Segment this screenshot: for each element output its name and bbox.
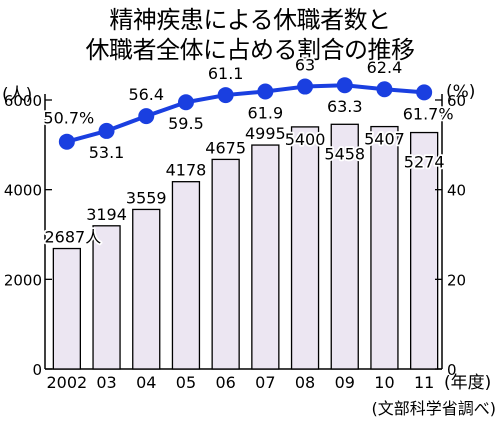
line-label-10: 62.4: [367, 58, 403, 77]
right-tick-label: 60: [447, 92, 466, 110]
bar-label-03: 3194: [86, 205, 127, 224]
line-path: [66, 83, 425, 144]
left-tick-label: 6000: [4, 92, 42, 110]
x-tick-label-2002: 2002: [46, 373, 87, 392]
right-tick-label: 0: [447, 361, 457, 379]
bar-09: [330, 123, 359, 370]
bar-05: [171, 181, 201, 370]
bar-label-05: 4178: [166, 161, 207, 180]
x-axis-unit-label: (年度): [444, 373, 491, 393]
x-tick-label-06: 06: [215, 373, 235, 392]
line-point-05: [177, 94, 194, 111]
line-point-08: [297, 78, 314, 95]
line-point-03: [98, 122, 115, 139]
right-tick-label: 20: [447, 271, 466, 289]
x-tick-label-08: 08: [295, 373, 315, 392]
bar-2002: [52, 247, 81, 370]
line-label-06: 61.1: [208, 64, 244, 83]
x-tick-label-03: 03: [96, 373, 116, 392]
x-tick-label-04: 04: [136, 373, 156, 392]
line-point-10: [376, 81, 393, 98]
left-tick-label: 0: [32, 361, 42, 379]
line-label-2002: 50.7%: [43, 109, 94, 128]
bar-03: [92, 225, 121, 370]
bar-07: [251, 144, 280, 370]
line-point-09: [336, 77, 353, 94]
line-label-07: 61.9: [248, 103, 284, 122]
line-label-04: 56.4: [128, 85, 164, 104]
x-tick-label-05: 05: [176, 373, 196, 392]
chart-title-line-1: 精神疾患による休職者数と: [109, 6, 391, 34]
data-labels: 50.7% 53.1 56.459.5 61.1 61.9 63 63.3 62.4 61.7%…: [42, 54, 456, 248]
bar-label-08: 5400: [285, 130, 326, 149]
bar-10: [370, 125, 399, 370]
bar-label-06: 4675: [205, 138, 246, 157]
right-tick-label: 40: [447, 182, 466, 200]
bar-08: [290, 126, 320, 370]
source-note: (文部科学省調べ): [372, 399, 497, 418]
line-point-2002: [58, 133, 75, 150]
x-tick-label-11: 11: [414, 373, 434, 392]
x-tick-label-07: 07: [255, 373, 275, 392]
bar-04: [132, 208, 161, 370]
left-axis-unit-label: (人): [2, 85, 32, 105]
bar-series: [52, 123, 439, 370]
line-label-11: 61.7%: [403, 104, 454, 123]
bar-label-04: 3559: [126, 188, 167, 207]
line-series: [58, 77, 433, 150]
line-label-08: 63: [295, 56, 315, 75]
line-point-04: [138, 108, 155, 125]
bar-06: [211, 158, 240, 370]
bar-label-11: 5274: [404, 153, 445, 172]
line-label-03: 53.1: [89, 143, 125, 162]
bar-11: [409, 131, 439, 370]
chart-title-line-2: 休職者全体に占める割合の推移: [85, 36, 416, 64]
bar-label-07: 4995: [245, 124, 286, 143]
bar-label-10: 5407: [364, 130, 405, 149]
x-tick-label-09: 09: [335, 373, 355, 392]
line-point-11: [416, 84, 433, 101]
line-label-05: 59.5: [168, 114, 204, 133]
axes: 0 2000 4000 6000 0 20 40 60 (人) (%) 2002 03 04 05 06 07…: [2, 82, 496, 418]
bar-label-2002: 2687人: [44, 228, 101, 247]
right-axis-unit-label: (%): [446, 82, 475, 102]
left-tick-label: 4000: [4, 182, 42, 200]
bar-label-09: 5458: [324, 144, 365, 163]
x-tick-label-10: 10: [374, 373, 394, 392]
line-point-06: [217, 87, 234, 104]
left-tick-label: 2000: [4, 271, 42, 289]
line-label-09: 63.3: [327, 97, 363, 116]
line-point-07: [257, 83, 274, 100]
